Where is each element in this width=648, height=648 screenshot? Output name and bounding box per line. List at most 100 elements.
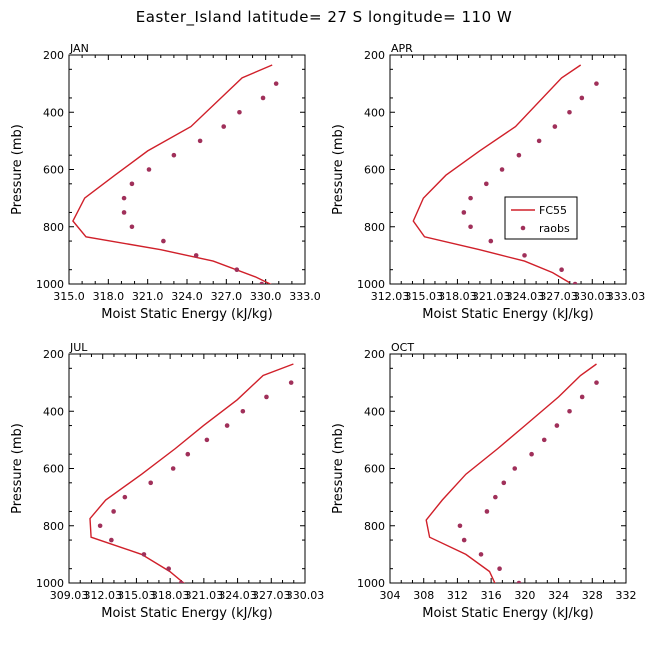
y-tick-label: 600 [43, 164, 64, 177]
x-axis-label: Moist Static Energy (kJ/kg) [422, 307, 593, 322]
y-tick-label: 200 [43, 49, 64, 62]
raobs-point [559, 267, 564, 272]
x-tick-label: 327.03 [252, 589, 291, 602]
raobs-point [512, 466, 518, 471]
x-tick-label: 324.0 [171, 290, 203, 303]
plot-frame [68, 54, 306, 285]
x-axis-label: Moist Static Energy (kJ/kg) [101, 606, 272, 621]
y-axis-label: Pressure (mb) [331, 423, 346, 514]
y-tick-label: 1000 [357, 278, 385, 291]
raobs-point [594, 81, 599, 86]
raobs-point [146, 167, 152, 172]
panel-month-label: OCT [391, 341, 414, 354]
raobs-point [141, 552, 147, 557]
y-tick-label: 200 [364, 49, 385, 62]
x-tick-label: 315.03 [404, 290, 443, 303]
plot-frame [389, 353, 627, 584]
raobs-point [499, 167, 505, 172]
y-tick-label: 1000 [357, 577, 385, 590]
panel-apr: APR312.03315.03318.03321.03324.03327.033… [331, 42, 645, 322]
raobs-point [171, 152, 177, 158]
data-layer [72, 64, 279, 284]
raobs-point [178, 580, 184, 583]
x-tick-label: 324.03 [218, 589, 257, 602]
y-tick-label: 800 [364, 221, 385, 234]
raobs-point [97, 523, 103, 529]
plot-frame [389, 54, 627, 285]
raobs-point [260, 95, 266, 101]
raobs-point [522, 253, 527, 258]
raobs-point [148, 480, 154, 486]
legend: FC55 raobs [504, 196, 578, 240]
x-tick-label: 330.0 [250, 290, 282, 303]
raobs-point [221, 124, 227, 129]
y-tick-label: 1000 [36, 278, 64, 291]
x-tick-label: 333.03 [607, 290, 646, 303]
x-tick-label: 324 [548, 589, 569, 602]
figure-title: Easter_Island latitude= 27 S longitude= … [136, 8, 512, 27]
y-tick-label: 400 [364, 106, 385, 119]
raobs-point [579, 394, 585, 400]
raobs-point [516, 580, 522, 583]
y-tick-label: 600 [364, 164, 385, 177]
raobs-point [288, 380, 294, 385]
x-tick-label: 318.0 [93, 290, 125, 303]
raobs-point [484, 181, 489, 187]
fc55-line [72, 64, 273, 284]
y-tick-label: 800 [43, 221, 64, 234]
raobs-point [572, 281, 578, 284]
plot-frame [68, 353, 306, 584]
panel-month-label: JUL [69, 341, 88, 354]
raobs-point [129, 181, 135, 187]
x-tick-label: 327.0 [211, 290, 243, 303]
raobs-point [529, 451, 534, 457]
y-axis-label: Pressure (mb) [10, 423, 25, 514]
raobs-point [468, 195, 473, 201]
y-tick-label: 400 [43, 106, 64, 119]
x-tick-label: 321.03 [185, 589, 224, 602]
raobs-point [129, 224, 135, 230]
x-tick-label: 332 [616, 589, 637, 602]
raobs-point [488, 238, 494, 244]
raobs-point [121, 210, 127, 215]
x-tick-label: 321.0 [132, 290, 164, 303]
x-axis-label: Moist Static Energy (kJ/kg) [422, 606, 593, 621]
panel-month-label: APR [391, 42, 413, 55]
x-tick-label: 312.03 [83, 589, 122, 602]
raobs-point [541, 437, 547, 443]
x-tick-label: 309.03 [50, 589, 89, 602]
raobs-point [461, 210, 467, 215]
data-layer [425, 363, 599, 583]
raobs-point [240, 408, 246, 414]
raobs-point [122, 494, 128, 500]
raobs-point [478, 552, 484, 557]
x-tick-label: 312.03 [371, 290, 410, 303]
y-tick-label: 800 [43, 520, 64, 533]
panels: JAN 315.0 318.0 321.0 324.0 327.0 330.0 333.0 20… [10, 42, 645, 621]
panel-jul: JUL309.03312.03315.03318.03321.03324.033… [10, 341, 324, 621]
y-axis-label: Pressure (mb) [331, 124, 346, 215]
data-layer [89, 363, 294, 583]
x-tick-label: 304 [380, 589, 401, 602]
raobs-point [461, 537, 467, 543]
panel-oct: OCT 304 308 312 316 320 324 328 332 200 400 600 800 1… [331, 341, 637, 621]
x-tick-label: 324.03 [506, 290, 545, 303]
raobs-point [501, 480, 507, 486]
y-tick-label: 1000 [36, 577, 64, 590]
y-axis-label: Pressure (mb) [10, 124, 25, 215]
raobs-point [536, 138, 542, 144]
x-tick-label: 315.0 [53, 290, 85, 303]
legend-fc55-label: FC55 [539, 204, 567, 217]
raobs-point [193, 253, 199, 258]
raobs-point [484, 509, 490, 514]
x-axis-label: Moist Static Energy (kJ/kg) [101, 307, 272, 322]
raobs-point [197, 138, 203, 144]
x-tick-label: 315.03 [117, 589, 156, 602]
raobs-point [567, 109, 572, 115]
x-tick-label: 308 [413, 589, 434, 602]
raobs-point [468, 224, 473, 230]
raobs-point [579, 95, 585, 101]
raobs-point [567, 408, 572, 414]
fc55-line [425, 363, 597, 583]
